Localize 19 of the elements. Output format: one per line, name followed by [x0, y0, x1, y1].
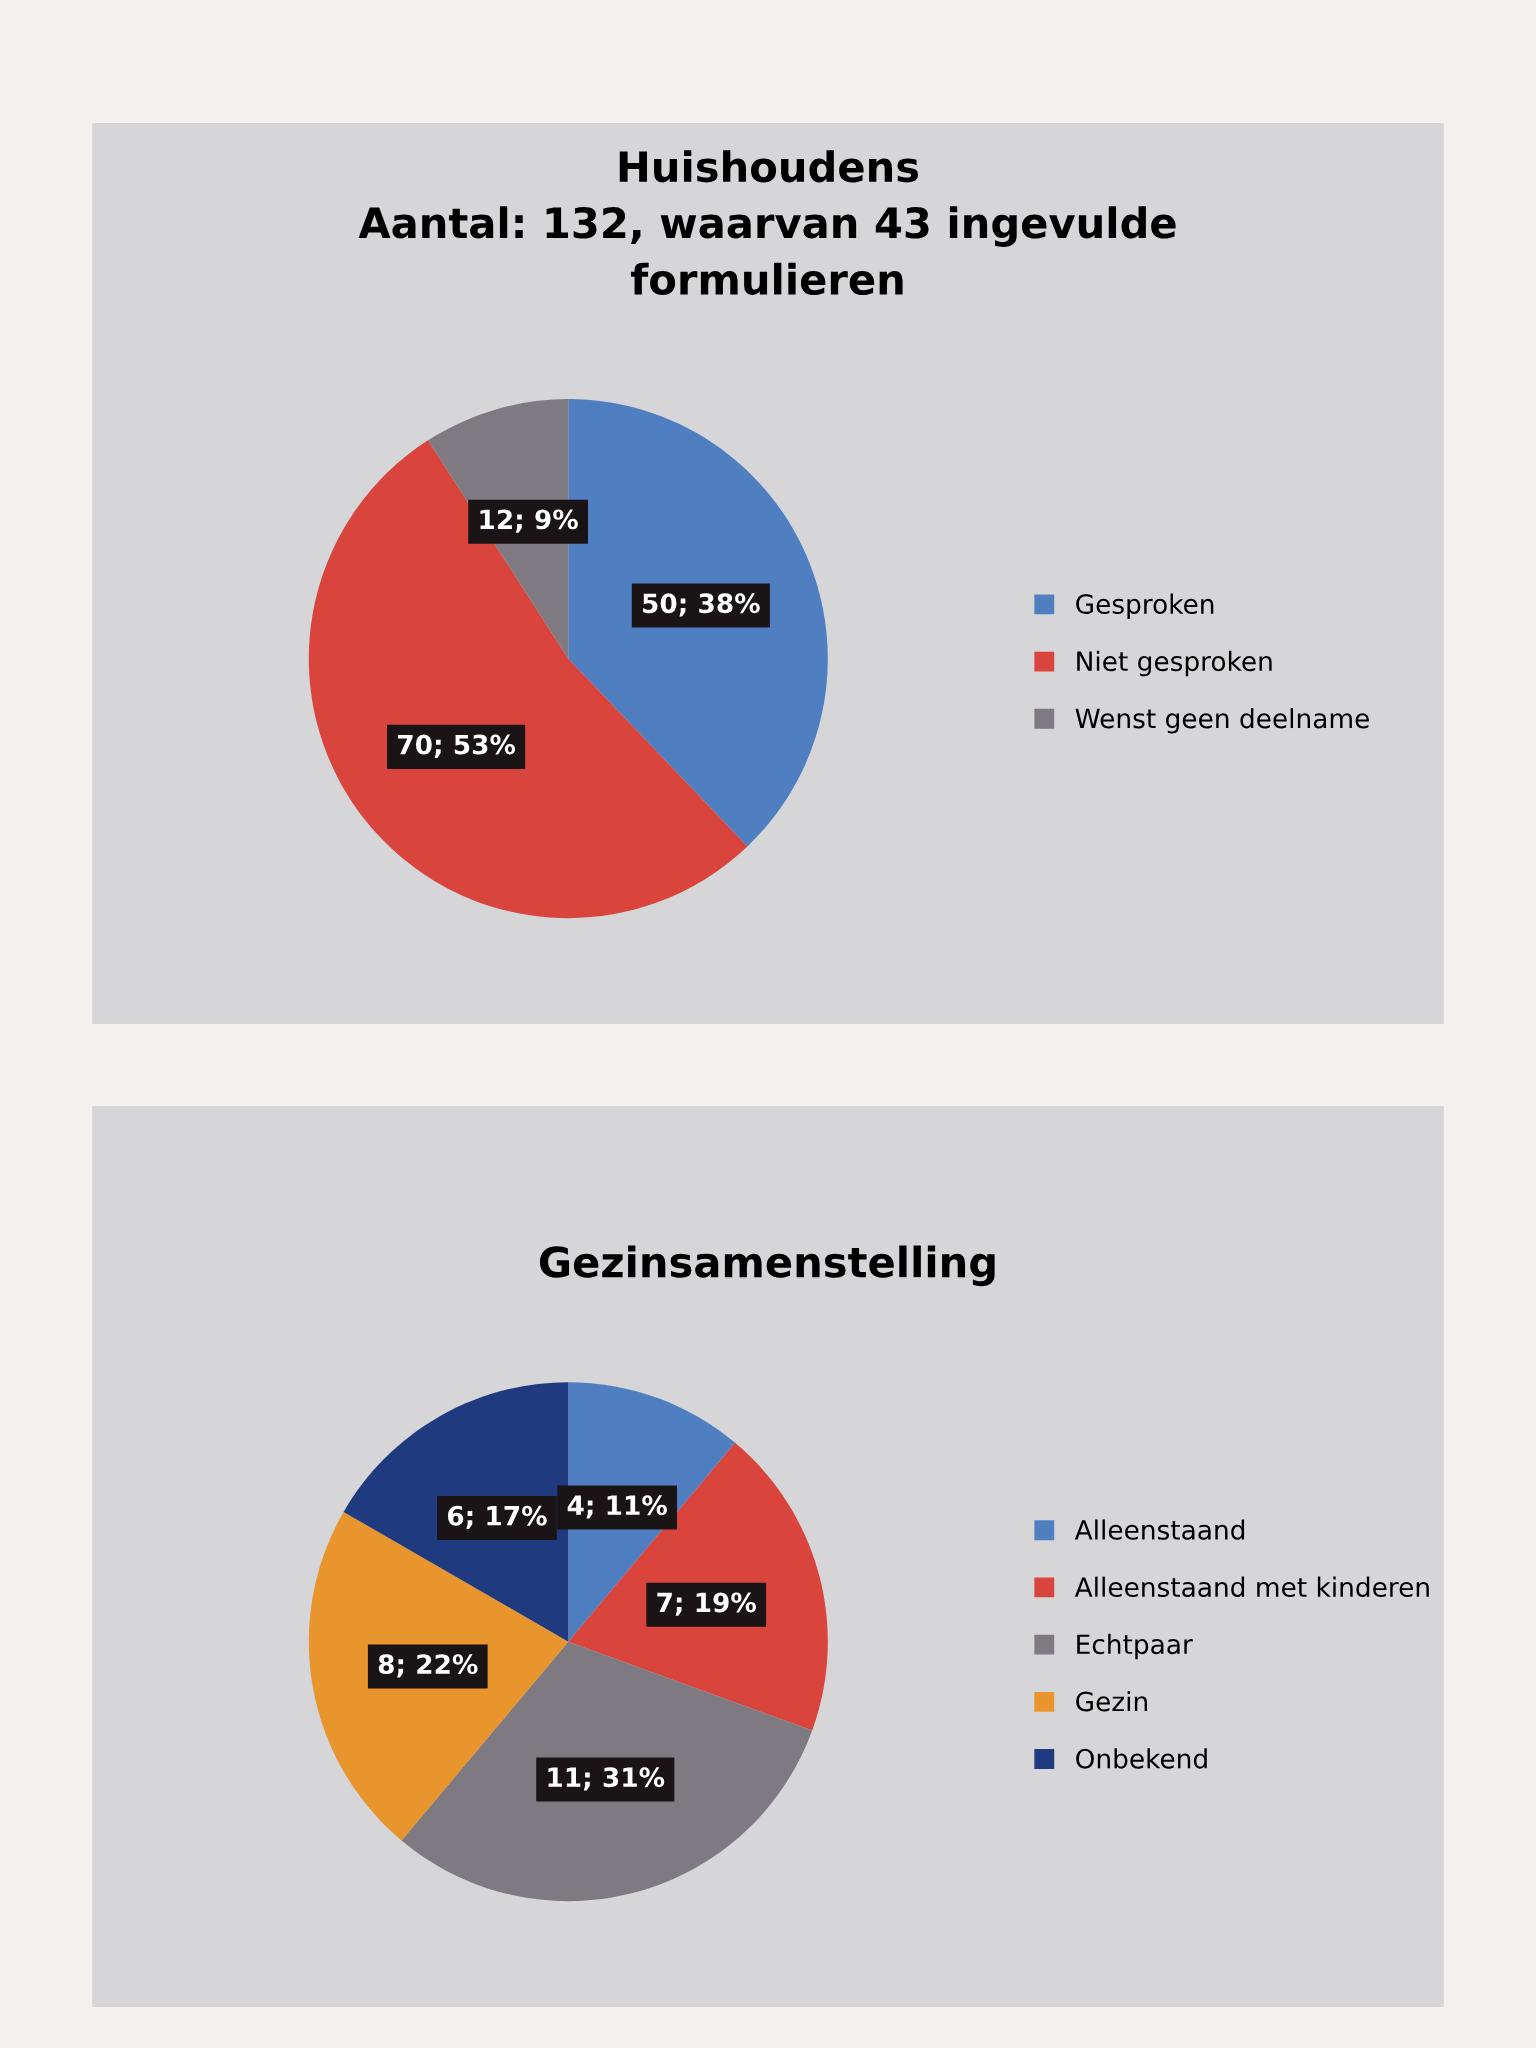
legend-label: Echtpaar — [1077, 1633, 1193, 1660]
chart-title: Gezinsamenstelling — [539, 1245, 995, 1287]
data-label: 11; 31% — [548, 1767, 665, 1791]
legend-label: Alleenstaand — [1074, 1519, 1245, 1540]
legend-label: Wenst geen deelname — [1075, 707, 1369, 734]
data-label: 50; 38% — [643, 593, 760, 617]
legend-label: Onbekend — [1076, 1748, 1207, 1769]
data-label: 8; 22% — [378, 1654, 478, 1678]
legend-label: Alleenstaand met kinderen — [1074, 1576, 1429, 1598]
data-label: 6; 17% — [447, 1505, 547, 1530]
data-label: 12; 9% — [480, 509, 578, 533]
legend-label: Gesproken — [1076, 593, 1214, 620]
data-label: 70; 53% — [398, 734, 516, 758]
data-label: 4; 11% — [567, 1495, 667, 1519]
legend-label: Gezin — [1076, 1691, 1147, 1712]
chart-title: Huishoudens Aantal: 132, waarvan 43 ingevulde formulieren — [358, 150, 1176, 296]
pie-slice — [401, 1641, 813, 1902]
data-label: 7; 19% — [657, 1592, 756, 1616]
legend-label: Niet gesproken — [1077, 650, 1272, 677]
